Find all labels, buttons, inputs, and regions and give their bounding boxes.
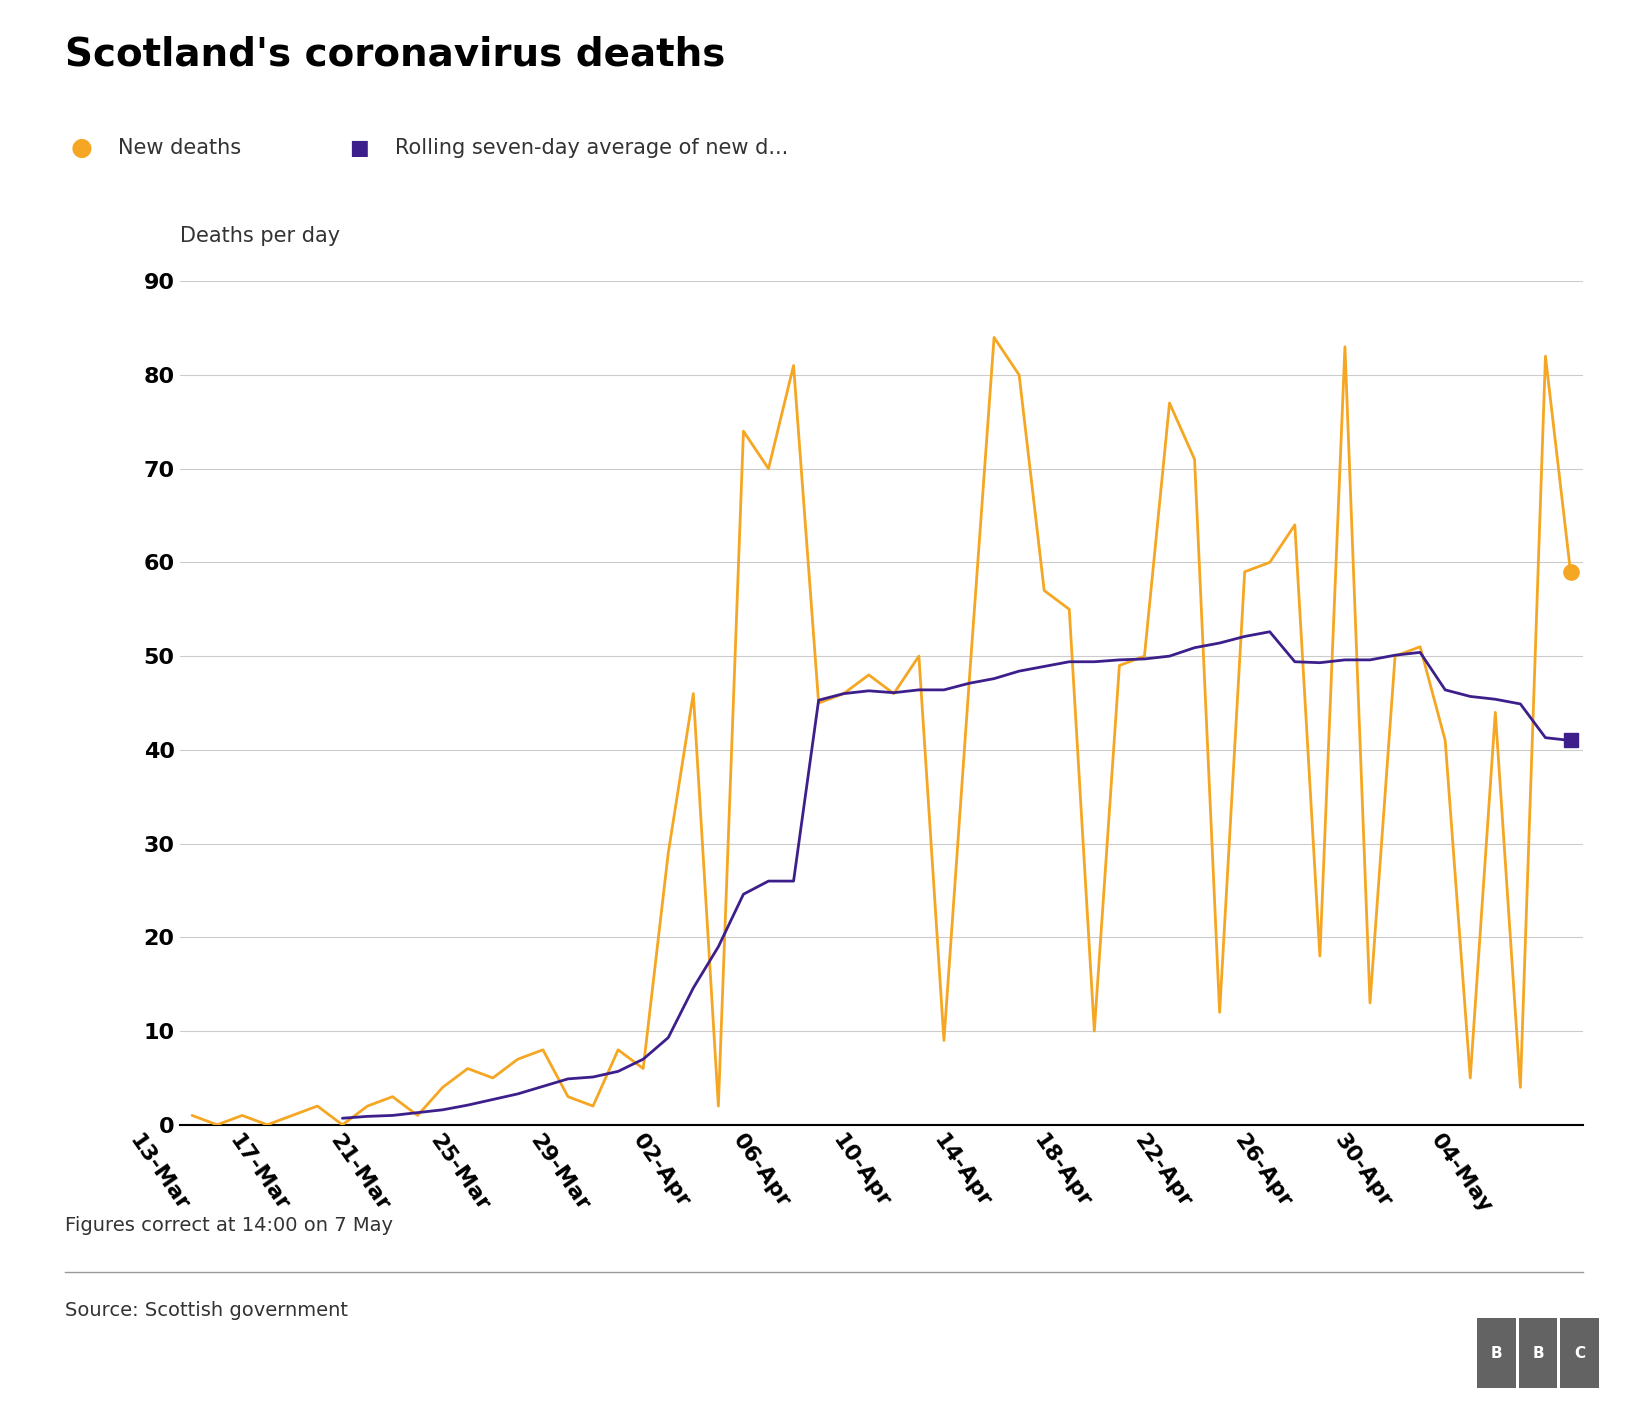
Text: Rolling seven-day average of new d...: Rolling seven-day average of new d... (395, 138, 788, 157)
Text: New deaths: New deaths (118, 138, 240, 157)
Text: C: C (1573, 1346, 1585, 1361)
Bar (1477, 1319, 1516, 1388)
Bar (1518, 1319, 1557, 1388)
Text: Figures correct at 14:00 on 7 May: Figures correct at 14:00 on 7 May (65, 1216, 393, 1236)
Text: B: B (1490, 1346, 1501, 1361)
Text: B: B (1532, 1346, 1544, 1361)
Text: Scotland's coronavirus deaths: Scotland's coronavirus deaths (65, 35, 726, 73)
Text: ●: ● (70, 135, 93, 160)
Text: ■: ■ (349, 138, 369, 157)
Text: Deaths per day: Deaths per day (180, 226, 339, 246)
Bar (1560, 1319, 1599, 1388)
Text: Source: Scottish government: Source: Scottish government (65, 1301, 348, 1320)
